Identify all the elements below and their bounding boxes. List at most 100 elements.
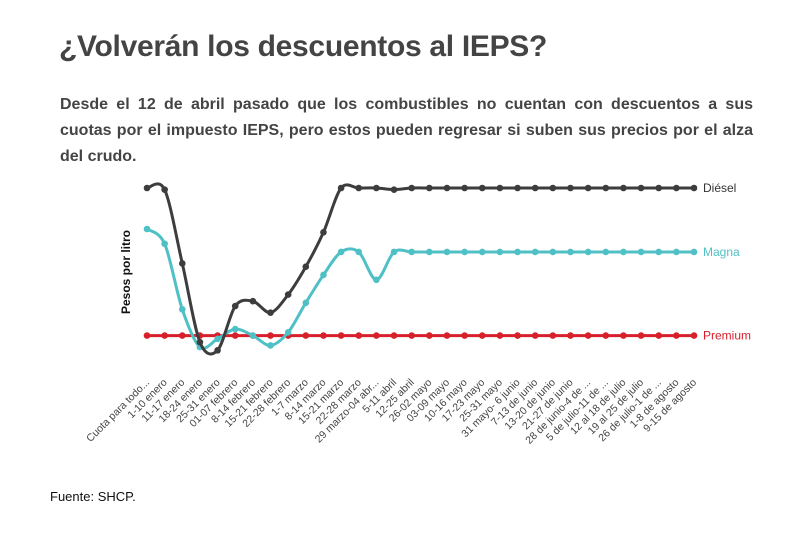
data-point-magna-24[interactable]: [567, 248, 574, 256]
data-point-magna-12[interactable]: [355, 248, 363, 256]
data-point-magna-2[interactable]: [178, 306, 186, 313]
chart-title: ¿Volverán los descuentos al IEPS?: [59, 30, 548, 63]
data-point-diesel-19[interactable]: [478, 184, 486, 192]
data-point-premium-13[interactable]: [373, 332, 380, 339]
series-line-diesel: [146, 182, 694, 356]
data-point-premium-22[interactable]: [531, 332, 539, 339]
data-point-magna-5[interactable]: [231, 325, 239, 333]
data-point-diesel-31[interactable]: [690, 184, 698, 192]
data-point-diesel-10[interactable]: [320, 228, 327, 236]
data-point-premium-0[interactable]: [143, 332, 151, 339]
data-point-diesel-16[interactable]: [426, 184, 433, 192]
data-point-premium-10[interactable]: [320, 332, 327, 339]
data-point-magna-18[interactable]: [461, 248, 468, 256]
data-point-premium-25[interactable]: [584, 332, 592, 339]
data-point-diesel-7[interactable]: [267, 309, 274, 316]
data-point-diesel-9[interactable]: [302, 263, 310, 271]
data-point-magna-25[interactable]: [584, 248, 592, 256]
data-point-magna-22[interactable]: [531, 248, 539, 256]
data-point-premium-5[interactable]: [231, 332, 239, 339]
data-point-diesel-17[interactable]: [443, 184, 451, 192]
source-note: Fuente: SHCP.: [50, 489, 136, 504]
data-point-diesel-13[interactable]: [373, 184, 380, 192]
data-point-diesel-22[interactable]: [531, 184, 539, 192]
data-point-premium-30[interactable]: [673, 332, 680, 339]
data-point-diesel-21[interactable]: [514, 184, 521, 192]
data-point-premium-17[interactable]: [443, 332, 451, 339]
data-point-diesel-12[interactable]: [355, 184, 363, 192]
data-point-diesel-4[interactable]: [214, 347, 221, 354]
data-point-diesel-29[interactable]: [655, 184, 663, 192]
data-point-diesel-27[interactable]: [620, 184, 627, 192]
series-label-layer: Premium Magna Diésel: [703, 181, 751, 343]
data-point-premium-24[interactable]: [567, 332, 574, 339]
data-point-diesel-26[interactable]: [602, 184, 610, 192]
data-point-magna-29[interactable]: [655, 248, 663, 256]
data-point-premium-12[interactable]: [355, 332, 363, 339]
data-point-magna-28[interactable]: [637, 248, 645, 256]
data-point-diesel-5[interactable]: [231, 302, 239, 310]
data-point-diesel-20[interactable]: [496, 184, 504, 192]
data-point-magna-8[interactable]: [284, 329, 292, 336]
data-point-magna-15[interactable]: [408, 248, 415, 256]
data-point-premium-29[interactable]: [655, 332, 663, 339]
data-point-premium-18[interactable]: [461, 332, 468, 339]
series-label-premium: Premium: [703, 329, 751, 343]
data-point-magna-19[interactable]: [478, 248, 486, 256]
data-point-diesel-18[interactable]: [461, 184, 468, 192]
data-point-diesel-6[interactable]: [249, 297, 257, 305]
data-point-diesel-2[interactable]: [178, 260, 186, 267]
data-point-magna-21[interactable]: [514, 248, 521, 256]
data-point-diesel-24[interactable]: [567, 184, 574, 192]
series-layer: [143, 182, 698, 356]
data-point-magna-26[interactable]: [602, 248, 610, 256]
data-point-diesel-0[interactable]: [143, 184, 151, 192]
data-point-magna-7[interactable]: [267, 342, 274, 349]
data-point-magna-31[interactable]: [690, 248, 698, 256]
data-point-premium-14[interactable]: [390, 332, 398, 339]
data-point-diesel-15[interactable]: [408, 184, 415, 192]
data-point-diesel-30[interactable]: [673, 184, 680, 192]
data-point-premium-9[interactable]: [302, 332, 310, 339]
data-point-premium-31[interactable]: [690, 332, 698, 339]
data-point-premium-7[interactable]: [267, 332, 274, 339]
data-point-diesel-8[interactable]: [284, 291, 292, 298]
data-point-magna-9[interactable]: [302, 299, 310, 307]
data-point-premium-16[interactable]: [426, 332, 433, 339]
data-point-magna-1[interactable]: [161, 240, 168, 248]
data-point-premium-23[interactable]: [549, 332, 557, 339]
data-point-magna-13[interactable]: [373, 276, 380, 284]
data-point-magna-27[interactable]: [620, 248, 627, 256]
line-chart: Pesos por litro Cuota para todo...1-10 e…: [84, 181, 751, 447]
data-point-diesel-3[interactable]: [196, 338, 204, 346]
data-point-magna-30[interactable]: [673, 248, 680, 256]
data-point-diesel-23[interactable]: [549, 184, 557, 192]
data-point-premium-2[interactable]: [178, 332, 186, 339]
data-point-magna-17[interactable]: [443, 248, 451, 256]
data-point-magna-23[interactable]: [549, 248, 557, 256]
data-point-premium-27[interactable]: [620, 332, 627, 339]
data-point-magna-16[interactable]: [426, 248, 433, 256]
data-point-diesel-14[interactable]: [390, 186, 398, 193]
data-point-premium-20[interactable]: [496, 332, 504, 339]
data-point-diesel-25[interactable]: [584, 184, 592, 192]
data-point-magna-14[interactable]: [390, 248, 398, 256]
data-point-magna-4[interactable]: [214, 335, 221, 343]
series-label-diesel: Diésel: [703, 181, 736, 195]
data-point-magna-20[interactable]: [496, 248, 504, 256]
data-point-premium-1[interactable]: [161, 332, 168, 339]
data-point-diesel-28[interactable]: [637, 184, 645, 192]
data-point-magna-10[interactable]: [320, 271, 327, 279]
data-point-premium-11[interactable]: [337, 332, 345, 339]
data-point-premium-28[interactable]: [637, 332, 645, 339]
data-point-magna-0[interactable]: [143, 225, 151, 233]
data-point-premium-19[interactable]: [478, 332, 486, 339]
data-point-premium-26[interactable]: [602, 332, 610, 339]
data-point-premium-21[interactable]: [514, 332, 521, 339]
data-point-diesel-11[interactable]: [337, 184, 345, 192]
data-point-magna-11[interactable]: [337, 248, 345, 256]
data-point-premium-15[interactable]: [408, 332, 415, 339]
data-point-magna-6[interactable]: [249, 332, 257, 339]
data-point-diesel-1[interactable]: [161, 186, 168, 193]
